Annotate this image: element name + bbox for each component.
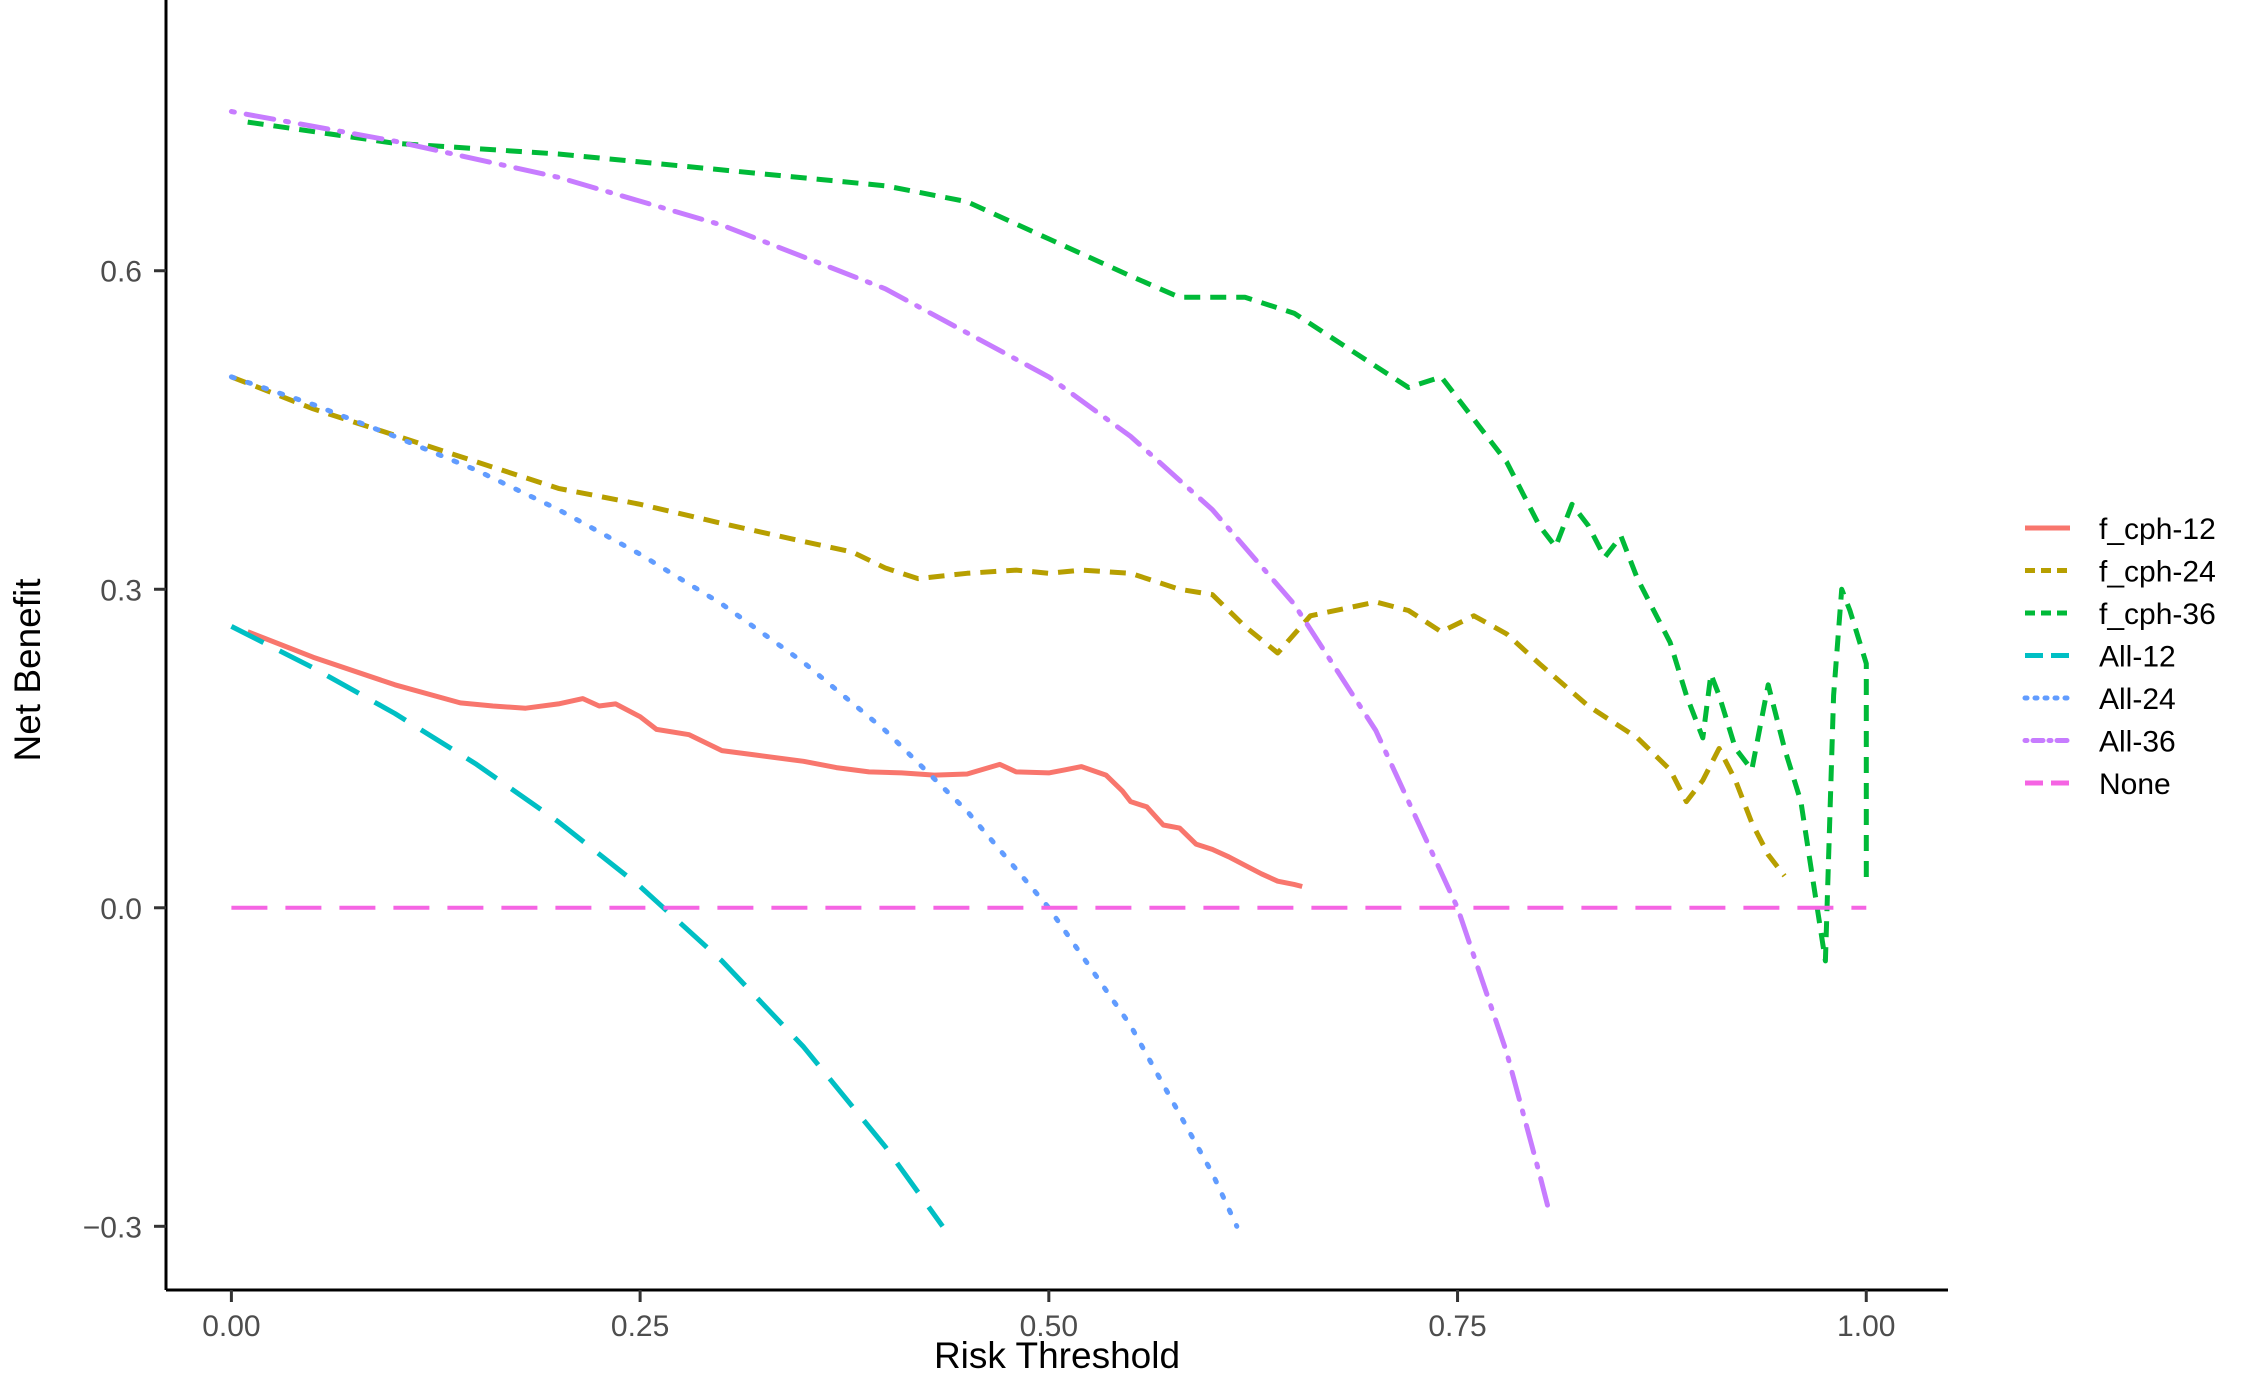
legend-label: f_cph-12 — [2099, 513, 2216, 546]
series-line-f-cph-12 — [246, 629, 1303, 889]
y-tick-label: 0.3 — [100, 574, 142, 607]
axes: 0.00 0.25 0.50 0.75 1.00 −0.3 0.0 0.3 0.6 — [83, 0, 1948, 1343]
series-line-f-cph-24 — [230, 374, 1787, 878]
legend-label: All-24 — [2099, 683, 2176, 716]
series-line-all-24 — [228, 374, 1240, 1229]
legend: f_cph-12 f_cph-24 f_cph-36 All-12 All-24 All-… — [2022, 513, 2216, 801]
y-tick-label: −0.3 — [83, 1211, 142, 1244]
plot-area — [228, 109, 1869, 1229]
series-line-all-12 — [230, 624, 945, 1228]
legend-label: All-36 — [2099, 726, 2176, 759]
series-line-all-36 — [228, 109, 1550, 1208]
x-tick-label: 0.75 — [1428, 1310, 1486, 1343]
x-tick-label: 0.50 — [1020, 1310, 1078, 1343]
x-tick-label: 1.00 — [1837, 1310, 1895, 1343]
legend-label: f_cph-36 — [2099, 598, 2216, 631]
x-axis-ticks: 0.00 0.25 0.50 0.75 1.00 — [202, 1290, 1895, 1343]
x-tick-label: 0.25 — [611, 1310, 669, 1343]
y-axis-ticks: −0.3 0.0 0.3 0.6 — [83, 256, 166, 1244]
series-line-f-cph-36 — [247, 119, 1869, 964]
x-axis-title: Risk Threshold — [934, 1335, 1180, 1376]
y-axis-title: Net Benefit — [7, 578, 48, 762]
y-tick-label: 0.0 — [100, 893, 142, 926]
legend-label: All-12 — [2099, 641, 2176, 674]
y-tick-label: 0.6 — [100, 256, 142, 289]
x-tick-label: 0.00 — [202, 1310, 260, 1343]
legend-label: None — [2099, 768, 2171, 801]
series-layer — [228, 109, 1869, 1229]
legend-label: f_cph-24 — [2099, 556, 2216, 589]
